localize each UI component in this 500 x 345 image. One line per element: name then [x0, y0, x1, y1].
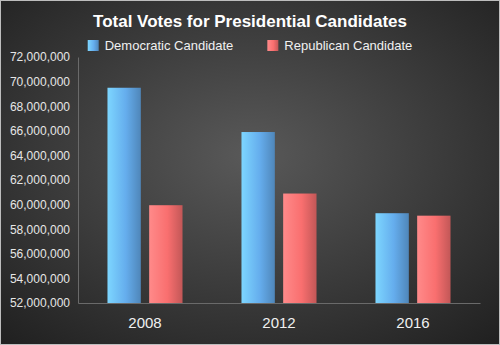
y-tick: 72,000,000: [10, 50, 78, 64]
x-tick: 2008: [128, 303, 161, 331]
bars: [107, 88, 450, 303]
y-tick-label: 64,000,000: [10, 149, 70, 163]
y-tick: 52,000,000: [10, 296, 78, 310]
y-tick: 66,000,000: [10, 124, 78, 138]
y-tick-label: 68,000,000: [10, 100, 70, 114]
bar: [149, 205, 182, 303]
y-tick-label: 58,000,000: [10, 223, 70, 237]
y-tick-label: 60,000,000: [10, 198, 70, 212]
x-tick: 2016: [396, 303, 429, 331]
y-tick-label: 56,000,000: [10, 247, 70, 261]
y-tick: 54,000,000: [10, 272, 78, 286]
x-tick-label: 2012: [262, 314, 295, 331]
title: Total Votes for Presidential Candidates: [93, 12, 407, 31]
chart: Total Votes for Presidential Candidates 5…: [0, 0, 500, 345]
y-tick: 64,000,000: [10, 149, 78, 163]
y-tick-label: 66,000,000: [10, 124, 70, 138]
y-axis-line: [78, 58, 79, 304]
x-tick-label: 2008: [128, 314, 161, 331]
x-axis: 2008 2012 2016: [79, 303, 481, 331]
bar: [417, 216, 450, 303]
y-tick: 68,000,000: [10, 100, 78, 114]
legend-item: Democratic Candidate: [88, 38, 234, 53]
y-tick-label: 72,000,000: [10, 50, 70, 64]
x-tick: 2012: [262, 303, 295, 331]
y-tick-label: 70,000,000: [10, 75, 70, 89]
y-tick-label: 54,000,000: [10, 272, 70, 286]
legend-label: Democratic Candidate: [105, 38, 234, 53]
bar: [107, 88, 140, 303]
x-tick-label: 2016: [396, 314, 429, 331]
y-tick-label: 62,000,000: [10, 173, 70, 187]
background: [1, 1, 500, 345]
y-axis: 52,000,000 54,000,000 56,000,000 58,000,000…: [10, 50, 79, 310]
legend: Democratic Candidate Republican Candidate: [88, 38, 413, 53]
y-tick: 56,000,000: [10, 247, 78, 261]
y-tick: 60,000,000: [10, 198, 78, 212]
y-tick: 62,000,000: [10, 173, 78, 187]
legend-swatch: [267, 40, 278, 51]
y-tick: 70,000,000: [10, 75, 78, 89]
x-axis-line: [79, 303, 481, 304]
bar: [375, 213, 408, 303]
legend-label: Republican Candidate: [284, 38, 412, 53]
bar: [241, 132, 274, 303]
y-tick-label: 52,000,000: [10, 296, 70, 310]
legend-item: Republican Candidate: [267, 38, 412, 53]
y-tick: 58,000,000: [10, 223, 78, 237]
bar: [283, 194, 316, 303]
legend-swatch: [88, 40, 99, 51]
